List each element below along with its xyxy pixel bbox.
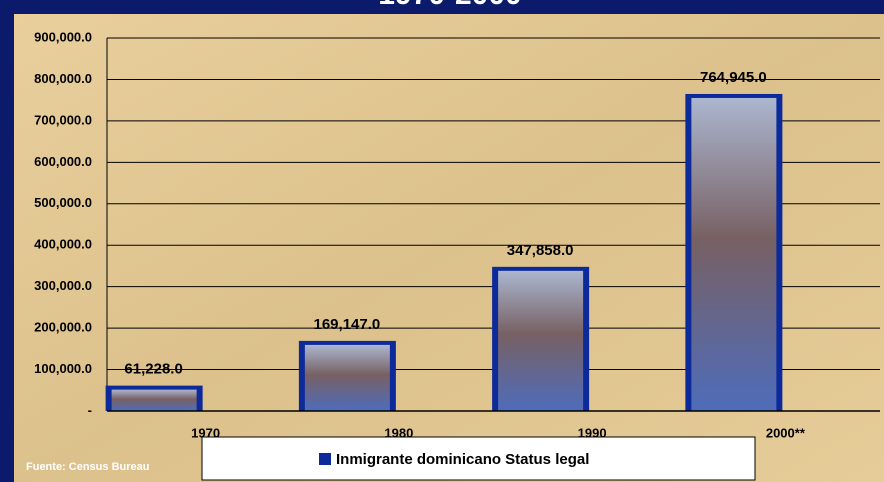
legend	[201, 436, 756, 481]
y-tick-label: -	[88, 402, 92, 417]
legend-label: Inmigrante dominicano Status legal	[336, 451, 589, 468]
y-tick-label: 100,000.0	[34, 361, 92, 376]
y-tick-label: 600,000.0	[34, 154, 92, 169]
legend-swatch	[319, 453, 331, 465]
data-label: 169,147.0	[314, 316, 381, 333]
y-tick-label: 500,000.0	[34, 195, 92, 210]
x-tick-label: 2000**	[766, 425, 806, 440]
y-tick-label: 200,000.0	[34, 320, 92, 335]
source-note: Fuente: Census Bureau	[26, 461, 149, 473]
y-tick-label: 400,000.0	[34, 237, 92, 252]
chart-title: 1970-2000	[378, 0, 521, 11]
bar-image	[498, 270, 584, 411]
bar-image	[111, 389, 197, 411]
y-tick-label: 700,000.0	[34, 112, 92, 127]
plot-area: - 100,000.0 200,000.0 300,000.0 400,000.0 500…	[34, 29, 880, 440]
data-label: 347,858.0	[507, 242, 574, 259]
y-tick-label: 800,000.0	[34, 71, 92, 86]
bar-image	[691, 97, 777, 412]
data-label: 764,945.0	[700, 69, 767, 86]
data-label: 61,228.0	[124, 361, 182, 378]
y-tick-label: 900,000.0	[34, 29, 92, 44]
y-tick-label: 300,000.0	[34, 278, 92, 293]
bar-image	[304, 344, 390, 411]
